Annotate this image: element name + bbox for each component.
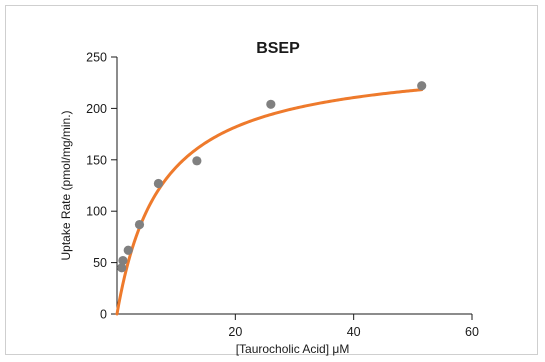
x-axis-title: [Taurocholic Acid] μM	[236, 342, 350, 356]
data-point	[123, 245, 133, 255]
y-tick-label: 0	[100, 308, 107, 322]
data-point	[192, 156, 202, 166]
y-ticks: 0 50 100 150 200 250	[86, 51, 117, 322]
axes	[116, 57, 472, 315]
y-tick-label: 50	[93, 256, 107, 270]
y-axis-title: Uptake Rate (pmol/mg/min.)	[59, 110, 73, 260]
y-tick-label: 250	[86, 51, 107, 65]
data-points	[117, 81, 427, 273]
x-tick-label: 20	[228, 325, 242, 339]
x-ticks: 20 40 60	[228, 314, 479, 339]
data-point	[117, 263, 127, 273]
chart-title: BSEP	[256, 40, 300, 57]
x-tick-label: 40	[347, 325, 361, 339]
x-tick-label: 60	[465, 325, 479, 339]
data-point	[417, 81, 427, 91]
chart-frame	[5, 5, 538, 355]
data-point	[266, 99, 276, 109]
y-tick-label: 150	[86, 153, 107, 167]
y-tick-label: 200	[86, 102, 107, 116]
y-tick-label: 100	[86, 205, 107, 219]
data-point	[118, 255, 128, 266]
data-point	[134, 219, 145, 230]
fit-curve	[115, 88, 424, 316]
data-point	[153, 178, 164, 189]
